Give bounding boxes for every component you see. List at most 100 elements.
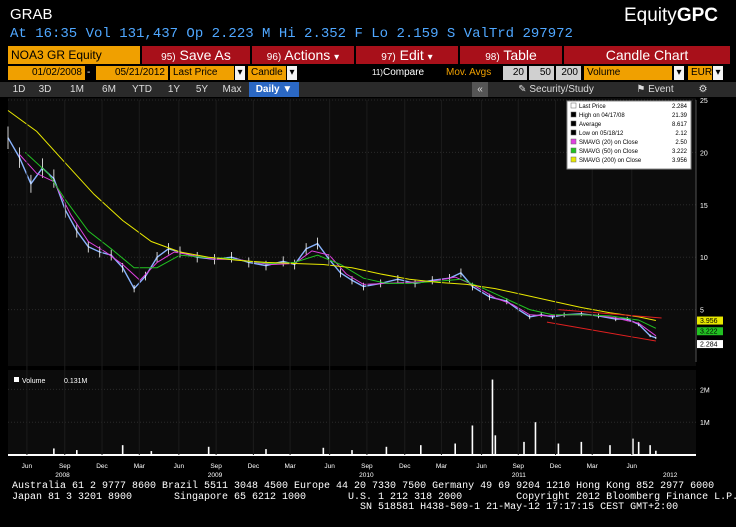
period-5y[interactable]: 5Y — [195, 84, 209, 95]
period-1y[interactable]: 1Y — [167, 84, 181, 95]
save-label: Save As — [179, 47, 231, 63]
price-tag — [697, 340, 723, 349]
volume-select[interactable]: Volume — [584, 66, 672, 80]
price-field-dropdown-icon[interactable]: ▾ — [235, 66, 245, 80]
year-tick-label: 2011 — [512, 472, 526, 479]
function-name: GRAB — [10, 6, 53, 23]
date-dash: - — [87, 67, 91, 78]
legend-value: 8.617 — [672, 122, 688, 128]
volume-bar — [150, 451, 153, 455]
period-1m[interactable]: 1M — [70, 84, 84, 95]
month-tick-label: Jun — [476, 463, 487, 470]
month-tick-label: Jun — [324, 463, 335, 470]
event-button[interactable]: ⚑ Event — [620, 82, 690, 97]
series-line-2 — [24, 152, 657, 329]
actions-num: 96) — [266, 52, 282, 63]
legend-swatch — [570, 129, 577, 136]
security-input[interactable]: NOA3 GR Equity — [8, 46, 140, 64]
month-tick-label: Jun — [174, 463, 185, 470]
period-ytd[interactable]: YTD — [132, 84, 152, 95]
volume-panel — [8, 370, 696, 456]
frequency-dropdown-icon: ▼ — [282, 84, 293, 95]
brand-suffix: GPC — [676, 5, 718, 26]
price-tag-value: 3.956 — [700, 318, 718, 325]
edit-button[interactable]: 97) Edit ▾ — [356, 46, 458, 64]
end-date-input[interactable]: 05/21/2012 — [96, 66, 168, 80]
volume-bar — [632, 438, 634, 455]
price-field-select[interactable]: Last Price — [170, 66, 234, 80]
security-study-label: Security/Study — [529, 84, 594, 95]
volume-bars — [8, 379, 696, 456]
price-tags: 3.956 3.222 2.284 — [697, 316, 723, 349]
volume-bar — [454, 443, 456, 455]
chart-type-label: Candle Chart — [605, 47, 689, 63]
volume-bar — [322, 447, 325, 455]
actions-button[interactable]: 96) Actions ▾ — [252, 46, 354, 64]
series-line-3 — [7, 110, 657, 321]
currency-select[interactable]: EUR — [688, 66, 712, 80]
legend-label: SMAVG (200) on Close — [579, 158, 642, 164]
legend-swatch — [570, 156, 577, 163]
chart-type-button[interactable]: Candle Chart — [564, 46, 730, 64]
actions-dropdown-icon: ▾ — [334, 52, 340, 63]
ma-50-input[interactable]: 50 — [529, 66, 554, 80]
main-toolbar: NOA3 GR Equity 95) Save As 96) Actions ▾… — [0, 46, 736, 64]
month-tick-label: Dec — [550, 463, 562, 470]
legend-label: SMAVG (20) on Close — [579, 140, 639, 146]
edit-label: Edit — [399, 47, 424, 63]
volume-bar — [351, 450, 353, 455]
gear-icon[interactable]: ⚙ — [698, 84, 708, 95]
price-tick-label: 20 — [700, 150, 708, 157]
volume-bar — [471, 425, 474, 455]
volume-dropdown-icon[interactable]: ▾ — [674, 66, 684, 80]
volume-bar — [385, 446, 388, 455]
legend-label: Last Price — [579, 104, 606, 110]
legend-box — [566, 100, 692, 170]
currency-dropdown-icon[interactable]: ▾ — [713, 66, 723, 80]
month-tick-label: Sep — [59, 463, 71, 470]
event-label: Event — [648, 84, 674, 95]
style-dropdown-icon[interactable]: ▾ — [287, 66, 297, 80]
settings-bar: 01/02/2008 - 05/21/2012 Last Price ▾ Can… — [0, 66, 736, 80]
legend-swatch — [570, 102, 577, 109]
month-tick-label: Sep — [210, 463, 222, 470]
start-date-input[interactable]: 01/02/2008 — [8, 66, 85, 80]
price-tag — [697, 316, 723, 325]
footer-line-1: Australia 61 2 9777 8600 Brazil 5511 304… — [12, 481, 715, 492]
footer-contacts: Australia 61 2 9777 8600 Brazil 5511 304… — [12, 481, 736, 514]
frequency-select[interactable]: Daily ▼ — [249, 82, 299, 97]
month-tick-label: Mar — [587, 463, 599, 470]
legend-value: 21.39 — [672, 113, 688, 119]
month-tick-label: Sep — [361, 463, 373, 470]
security-value: NOA3 GR Equity — [11, 48, 102, 62]
legend-value: 3.222 — [672, 149, 688, 155]
style-select[interactable]: Candle — [248, 66, 286, 80]
volume-legend-swatch — [14, 377, 19, 382]
volume-grid — [8, 388, 696, 423]
ma-200-input[interactable]: 200 — [556, 66, 581, 80]
year-tick-label: 2009 — [208, 472, 223, 479]
price-tag-value: 2.284 — [700, 342, 718, 349]
wand-icon: ✎ — [518, 84, 527, 95]
period-6m[interactable]: 6M — [102, 84, 116, 95]
legend-swatch — [570, 111, 577, 118]
period-3d[interactable]: 3D — [38, 84, 52, 95]
collapse-icon[interactable]: « — [472, 82, 488, 97]
quote-line: At 16:35 Vol 131,437 Op 2.223 M Hi 2.352… — [10, 26, 573, 42]
frequency-value: Daily — [255, 84, 280, 95]
period-1d[interactable]: 1D — [12, 84, 26, 95]
volume-bar — [494, 435, 497, 455]
edit-num: 97) — [381, 52, 396, 63]
compare-button[interactable]: 11)Compare — [372, 66, 432, 80]
table-button[interactable]: 98) Table — [460, 46, 562, 64]
ma-20-input[interactable]: 20 — [503, 66, 527, 80]
price-tick-label: 15 — [700, 203, 708, 210]
month-tick-label: Dec — [248, 463, 260, 470]
legend-label: SMAVG (50) on Close — [579, 149, 639, 155]
volume-bar — [523, 441, 525, 455]
legend-value: 2.50 — [675, 140, 687, 146]
save-as-button[interactable]: 95) Save As — [142, 46, 250, 64]
period-max[interactable]: Max — [222, 84, 242, 95]
security-study-button[interactable]: ✎ Security/Study — [500, 82, 612, 97]
